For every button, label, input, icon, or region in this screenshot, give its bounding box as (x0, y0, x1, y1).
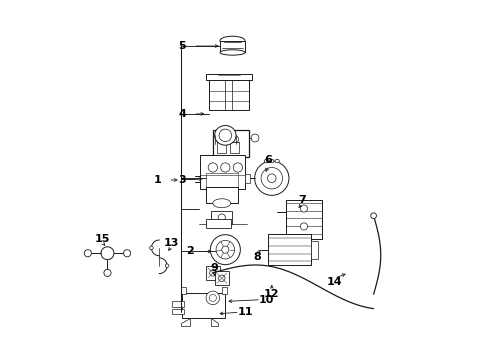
Bar (206, 73, 252, 80)
Text: 6: 6 (264, 156, 272, 165)
Bar (220, 41, 245, 53)
Circle shape (84, 249, 92, 257)
Text: 10: 10 (259, 295, 274, 305)
Text: 14: 14 (326, 277, 342, 287)
Text: 4: 4 (178, 109, 186, 119)
Ellipse shape (206, 291, 220, 305)
Ellipse shape (230, 135, 239, 143)
Bar (206, 266, 220, 280)
Bar (181, 287, 186, 294)
Ellipse shape (220, 36, 245, 45)
Bar (286, 200, 322, 239)
Circle shape (371, 213, 376, 219)
Text: 2: 2 (186, 247, 194, 256)
Ellipse shape (209, 294, 217, 301)
Ellipse shape (251, 134, 259, 142)
Bar (206, 219, 231, 228)
Bar (211, 211, 232, 224)
Circle shape (210, 270, 216, 276)
Bar (206, 173, 238, 187)
Text: 7: 7 (298, 195, 306, 204)
Bar (245, 174, 250, 183)
Ellipse shape (219, 129, 232, 141)
Circle shape (216, 240, 235, 259)
Bar (222, 287, 227, 294)
Ellipse shape (218, 214, 225, 221)
Text: 13: 13 (164, 238, 179, 248)
Bar (206, 187, 238, 203)
Ellipse shape (275, 159, 279, 163)
Bar (268, 234, 311, 265)
Text: 8: 8 (254, 252, 261, 262)
Circle shape (123, 249, 131, 257)
Circle shape (233, 163, 243, 172)
Ellipse shape (220, 50, 245, 55)
Bar (230, 143, 239, 153)
Text: 5: 5 (179, 41, 186, 51)
Ellipse shape (270, 159, 274, 163)
Text: 12: 12 (264, 289, 279, 299)
Circle shape (210, 235, 241, 265)
Circle shape (220, 163, 230, 172)
Bar (172, 301, 184, 307)
Circle shape (104, 269, 111, 276)
Bar (215, 271, 229, 285)
Bar (172, 309, 184, 314)
Circle shape (101, 247, 114, 260)
Bar (182, 293, 225, 318)
Bar (209, 78, 248, 111)
Circle shape (219, 275, 225, 282)
Ellipse shape (213, 199, 231, 208)
Polygon shape (211, 318, 218, 327)
Circle shape (300, 205, 308, 212)
Circle shape (222, 246, 229, 253)
Text: 15: 15 (95, 234, 110, 244)
Bar (213, 130, 248, 157)
Bar (200, 155, 245, 189)
Circle shape (149, 246, 153, 249)
Text: 1: 1 (153, 175, 161, 185)
Circle shape (300, 223, 308, 230)
Ellipse shape (218, 135, 226, 143)
Circle shape (268, 174, 276, 183)
Text: 11: 11 (237, 307, 253, 317)
Text: 3: 3 (179, 175, 186, 185)
Ellipse shape (264, 159, 269, 163)
Ellipse shape (215, 126, 236, 145)
Bar (311, 241, 318, 258)
Polygon shape (181, 318, 190, 327)
Circle shape (208, 163, 218, 172)
Bar (218, 143, 226, 153)
Circle shape (261, 167, 283, 189)
Text: 9: 9 (211, 262, 219, 273)
Circle shape (255, 161, 289, 195)
Circle shape (165, 264, 169, 267)
